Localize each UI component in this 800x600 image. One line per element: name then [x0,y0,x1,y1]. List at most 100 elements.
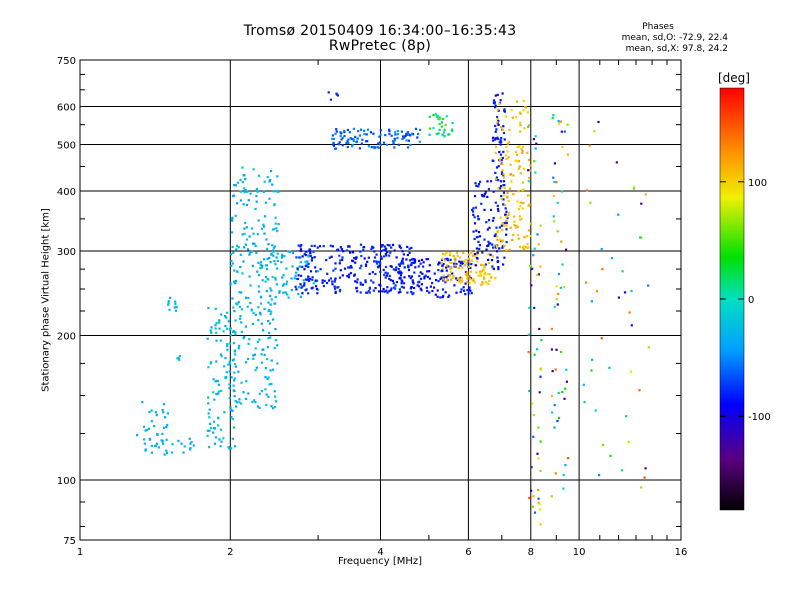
data-point [269,369,272,372]
data-point [418,140,421,143]
data-point [435,279,438,282]
data-point [491,255,494,258]
data-point [443,135,446,138]
data-point [244,296,248,299]
data-point [254,401,257,404]
data-point [463,260,466,263]
data-point [262,190,265,193]
data-point [389,289,392,292]
data-point [494,246,497,249]
data-point [469,266,472,269]
data-point [539,265,542,268]
data-point [219,353,222,356]
data-point [270,289,273,292]
data-point [378,290,381,293]
data-point [517,190,520,193]
data-point [272,318,275,321]
data-point [499,185,503,188]
data-point [527,180,530,183]
data-point [472,279,475,282]
data-point [494,178,498,181]
data-point [466,289,469,292]
data-point [553,220,556,223]
data-point [539,469,542,473]
data-point [403,276,406,279]
data-point [479,270,482,273]
data-point [225,316,228,319]
data-point [382,287,385,291]
data-point [534,147,537,150]
y-tick-label: 750 [57,56,76,67]
data-point [233,377,236,380]
data-point [240,321,243,324]
data-point [470,259,473,262]
data-point [218,321,221,324]
y-tick-label: 100 [57,476,76,487]
data-point [591,358,594,361]
data-point [532,435,535,438]
data-point [234,319,237,322]
data-point [274,190,278,193]
data-point [192,444,195,447]
data-point [342,250,345,253]
data-point [282,291,285,294]
data-point [265,393,268,396]
data-point [501,163,504,166]
data-point [398,244,401,247]
data-point [180,442,183,445]
data-point [507,140,511,144]
data-point [142,425,146,428]
data-point [298,256,301,259]
data-point [258,290,261,293]
data-point [639,236,642,239]
data-point [254,207,257,211]
data-point [162,442,165,445]
data-point [274,216,277,219]
data-point [232,251,235,254]
data-point [399,290,402,293]
data-point [242,391,245,394]
data-point [282,274,285,277]
data-point [304,260,307,263]
data-point [469,289,472,292]
data-point [236,181,239,184]
data-point [268,256,271,259]
data-point [339,131,342,134]
data-point [356,137,359,140]
data-point [385,289,388,292]
data-point [284,291,287,294]
data-point [472,230,475,233]
data-point [359,250,362,253]
data-point [450,261,453,264]
data-point [496,245,499,248]
data-point [505,233,508,236]
data-point [271,244,274,247]
data-point [503,138,506,141]
data-point [412,282,415,285]
data-point [217,416,220,419]
data-point [533,247,536,250]
data-point [525,106,528,109]
data-point [438,122,441,126]
data-point [647,346,650,349]
data-point [536,348,539,351]
data-point [517,237,520,240]
data-point [148,411,151,414]
data-point [465,262,468,265]
data-point [408,275,411,278]
data-point [248,338,251,341]
data-point [488,226,491,229]
data-point [234,184,237,187]
data-point [601,268,604,271]
data-point [332,269,335,272]
data-point [366,140,369,143]
data-point [253,242,256,245]
data-point [266,346,269,349]
data-point [240,402,243,405]
data-point [504,154,507,157]
data-point [270,405,273,408]
data-point [310,244,313,247]
data-point [494,137,497,140]
data-point [276,252,279,255]
data-point [500,172,504,176]
